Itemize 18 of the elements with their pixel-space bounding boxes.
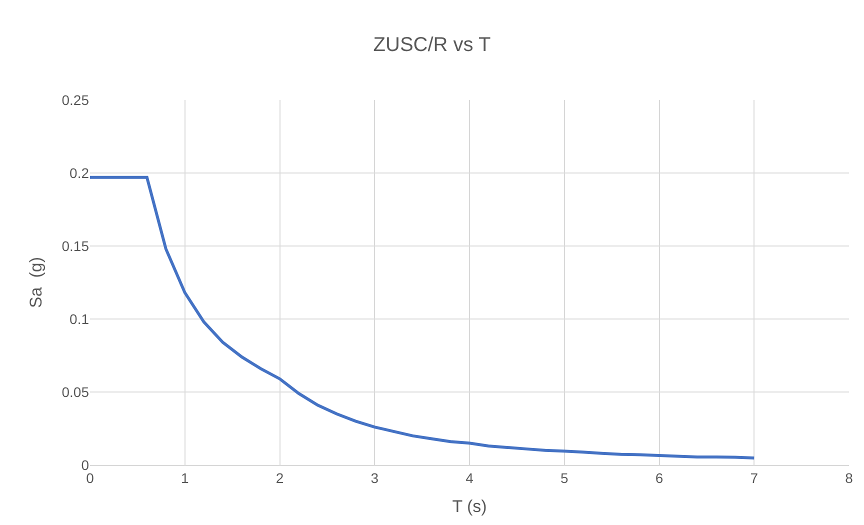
y-tick-label: 0 <box>81 456 90 473</box>
y-tick-label: 0.05 <box>62 384 90 400</box>
x-tick-label: 6 <box>655 470 664 486</box>
x-tick-label: 8 <box>845 470 854 486</box>
x-tick-label: 7 <box>750 470 758 486</box>
y-tick-label: 0.2 <box>70 164 90 181</box>
x-axis-title: T (s) <box>452 497 487 516</box>
y-tick-label: 0.1 <box>70 310 90 327</box>
x-tick-label: 2 <box>276 470 284 486</box>
x-tick-label: 4 <box>466 470 474 486</box>
y-tick-label: 0.15 <box>62 238 90 254</box>
x-tick-label: 5 <box>560 470 568 486</box>
line-series <box>90 176 756 460</box>
x-tick-label: 3 <box>370 470 379 486</box>
chart-title: ZUSC/R vs T <box>373 34 491 56</box>
y-axis-title: Sa (g) <box>26 256 46 308</box>
y-tick-label: 0.25 <box>62 92 90 108</box>
x-tick-label: 1 <box>180 470 189 486</box>
